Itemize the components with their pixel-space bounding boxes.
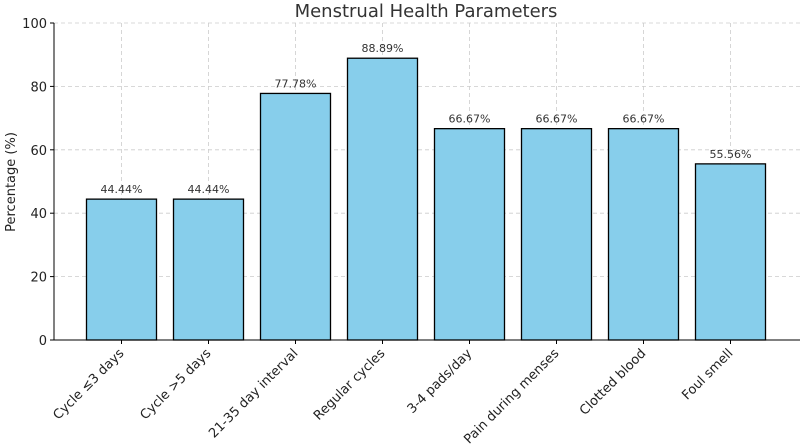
data-label: 44.44% — [101, 183, 143, 196]
x-tick-label: Cycle >5 days — [138, 346, 215, 423]
bar — [694, 163, 767, 341]
y-axis-label: Percentage (%) — [4, 132, 19, 232]
data-label: 44.44% — [188, 183, 230, 196]
y-tick-label: 0 — [39, 334, 47, 349]
data-label: 66.67% — [623, 113, 665, 126]
x-tick-label: 3-4 pads/day — [405, 346, 476, 417]
x-tick-label: Foul smell — [679, 346, 736, 403]
bar — [433, 128, 506, 341]
bar — [259, 92, 332, 341]
y-tick-label: 60 — [30, 144, 47, 159]
data-label: 77.78% — [275, 77, 317, 90]
x-tick-label: Cycle ≤3 days — [51, 346, 128, 423]
bar — [607, 128, 680, 341]
bar — [346, 57, 419, 341]
x-tick-label: Regular cycles — [311, 346, 388, 423]
bar — [85, 198, 158, 341]
y-tick-label: 80 — [30, 80, 47, 95]
data-label: 66.67% — [536, 113, 578, 126]
y-tick-label: 40 — [30, 207, 47, 222]
bar — [172, 198, 245, 341]
data-label: 55.56% — [710, 148, 752, 161]
x-tick-label: Pain during menses — [461, 346, 562, 444]
y-tick-label: 20 — [30, 271, 47, 286]
x-tick-label: 21-35 day interval — [206, 346, 301, 441]
data-label: 88.89% — [362, 42, 404, 55]
x-tick-label: Clotted blood — [577, 346, 649, 418]
bar — [520, 128, 593, 341]
chart-title: Menstrual Health Parameters — [295, 1, 558, 22]
data-label: 66.67% — [449, 113, 491, 126]
y-tick-label: 100 — [22, 17, 47, 32]
